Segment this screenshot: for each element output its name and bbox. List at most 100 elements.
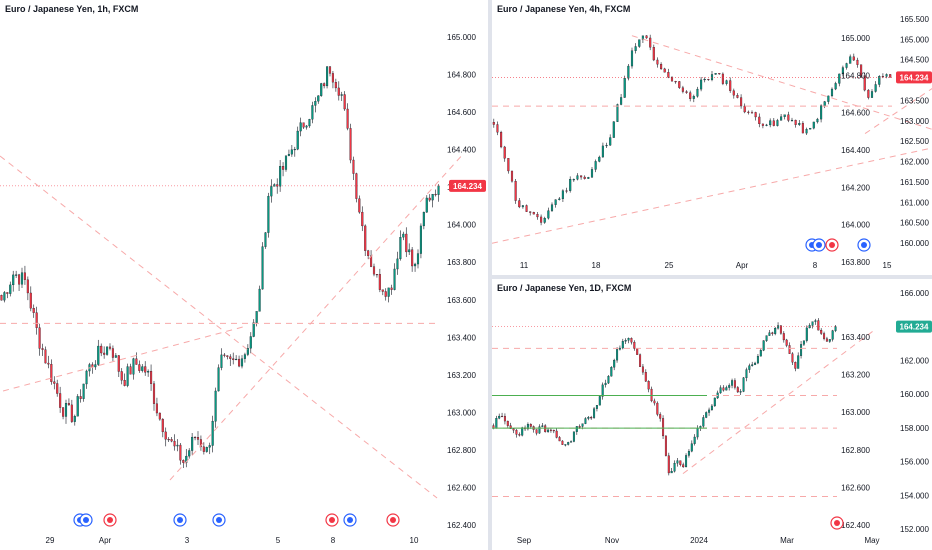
candle-body [495,418,498,429]
candle-body [352,159,355,174]
candle-body [111,348,114,358]
candle-body [518,434,521,436]
candle-body [575,426,578,432]
candle-body [141,366,144,371]
candle-body [809,127,812,130]
candle-body [240,358,244,367]
y-axis-tick-right-1d: 160.000 [900,390,929,399]
event-icon-dot [390,517,396,523]
trendline [0,155,438,499]
candle-body [754,112,757,118]
candle-body [106,346,109,355]
candle-body [552,429,555,432]
candle-body [211,421,214,446]
candle-body [630,50,634,67]
chart-pane-4h[interactable]: 165.000 164.800 164.600 164.400 164.200 164.0… [492,0,932,275]
candle-body [569,179,572,191]
chart-pane-1d[interactable]: 163.400 163.200 163.000 162.800 162.600 162.4… [492,279,932,550]
x-axis-tick-4h: 25 [665,261,674,270]
candle-body [623,78,626,98]
candle-body [293,148,296,151]
candle-body [492,122,495,125]
candle-body [630,338,633,343]
y-axis-tick-right-4h: 163.000 [900,117,929,126]
candle-body [561,190,564,200]
candle-body [707,78,710,81]
candle-body [794,119,797,125]
candle-body [431,193,434,201]
y-axis-tick-left-1d: 163.200 [841,371,870,380]
candle-body [334,82,337,89]
candle-body [740,97,743,107]
candle-body [547,210,550,219]
candle-body [120,371,123,381]
candle-body [167,439,170,441]
pane-divider-vertical[interactable] [488,0,492,550]
x-axis-tick-1h: 5 [276,536,281,545]
candle-body [252,322,255,337]
candle-body [609,137,612,146]
candle-body [708,409,711,413]
candle-body [758,116,761,125]
candle-body [152,383,156,404]
candle-body [616,104,619,122]
candle-body [889,74,892,78]
y-axis-tick-1h: 164.400 [447,146,476,155]
candle-body [754,362,757,365]
chart-canvas-1d[interactable]: 163.400 163.200 163.000 162.800 162.600 162.4… [492,279,932,550]
candle-body [820,329,823,334]
candle-body [521,205,524,208]
candle-body [702,417,705,427]
candle-body [719,387,722,394]
candle-body [550,204,554,211]
candle-body [117,355,120,372]
candle-body [205,447,208,452]
x-axis-tick-1h: Apr [99,536,112,545]
candle-body [510,170,514,182]
y-axis-tick-1h: 163.800 [447,258,476,267]
current-price-tag-1d: 164.234 [900,323,929,332]
y-axis-tick-left-1d: 162.600 [841,483,870,492]
chart-pane-1h[interactable]: 165.000164.800164.600164.400164.200164.0… [0,0,488,550]
candle-body [182,460,185,463]
candle-body [823,101,826,106]
candle-body [191,436,194,451]
candle-body [526,424,529,430]
candle-body [378,274,381,290]
candle-body [544,425,547,432]
pane-divider-horizontal[interactable] [492,275,932,279]
candle-body [299,122,302,132]
chart-canvas-1h[interactable]: 165.000164.800164.600164.400164.200164.0… [0,0,488,550]
candle-body [722,387,725,391]
candle-body [649,37,652,48]
candle-body [662,418,665,437]
candle-body [79,396,82,399]
candle-body [100,345,103,354]
candle-body [501,415,504,418]
candle-body [532,212,535,215]
candle-body [747,111,750,113]
candle-body [155,403,158,414]
y-axis-tick-right-1d: 152.000 [900,525,929,534]
candle-body [593,408,596,418]
y-axis-tick-right-1d: 156.000 [900,458,929,467]
candle-body [590,169,594,178]
candle-body [685,455,688,468]
candle-body [6,292,9,294]
trendline [682,330,875,475]
candle-body [790,119,794,122]
candle-body [685,91,688,93]
candle-body [405,233,408,253]
trendline [492,147,932,244]
candle-body [756,356,759,364]
candle-body [878,76,881,85]
event-icon-dot [329,517,335,523]
x-axis-tick-1d: Sep [517,536,532,545]
candle-body [721,73,724,84]
candle-body [364,225,367,251]
candle-body [12,274,15,286]
chart-canvas-4h[interactable]: 165.000 164.800 164.600 164.400 164.200 164.0… [492,0,932,275]
y-axis-tick-left-1d: 163.000 [841,408,870,417]
candle-body [779,325,782,334]
candle-body [664,435,667,456]
